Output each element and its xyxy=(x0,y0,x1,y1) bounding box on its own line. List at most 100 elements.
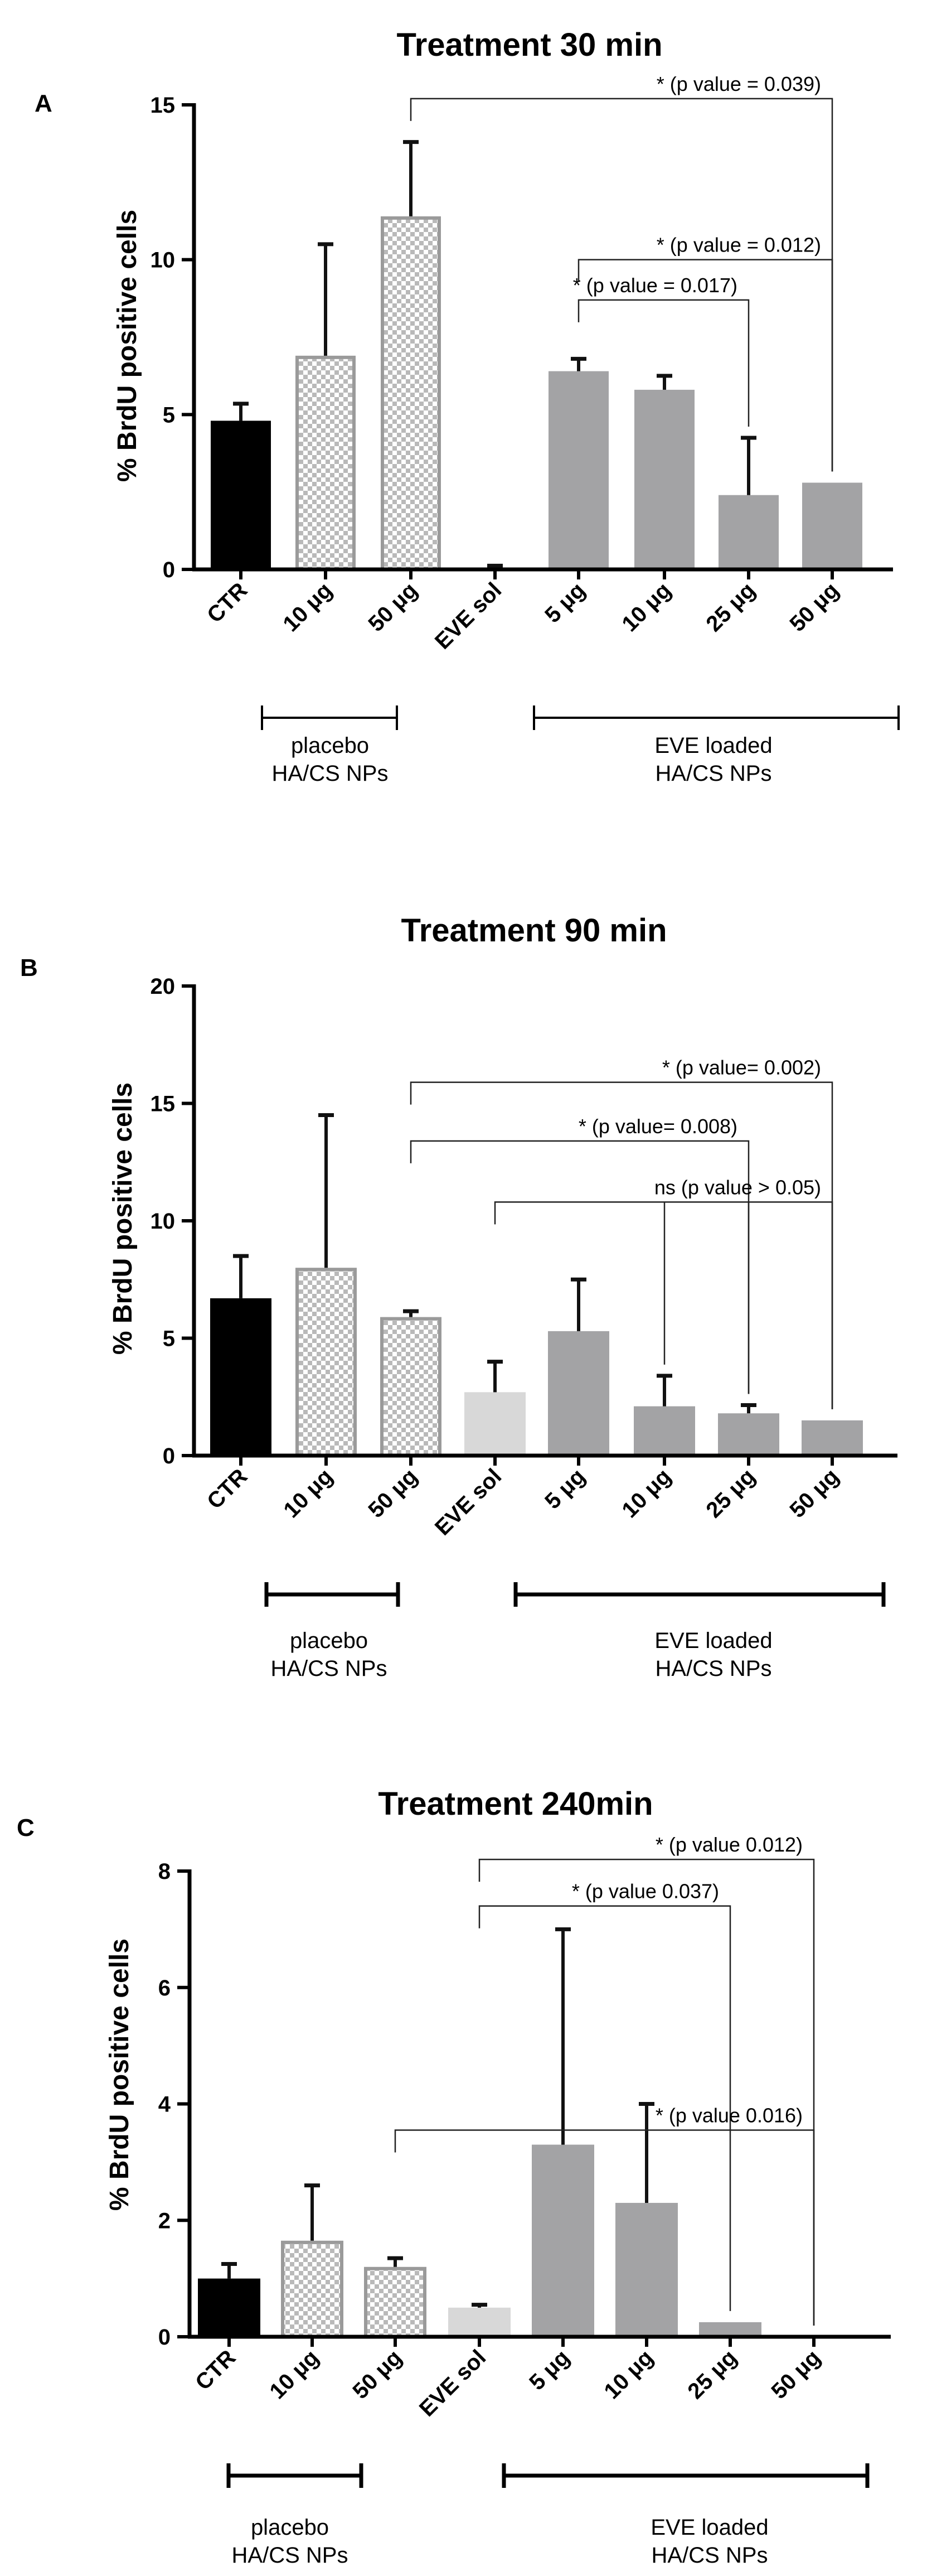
panel-a-plot: 0 5 10 15 CTR 10 μg 50 μg EVE sol 5 μg 10 μg 25 μg… xyxy=(151,73,900,786)
panel-c-bar-1 xyxy=(281,2240,343,2338)
panel-b-group-label-1-line-1: HA/CS NPs xyxy=(656,1656,772,1681)
panel-c-category-label-2: 50 μg xyxy=(348,2345,406,2404)
panel-c-bar-3 xyxy=(448,2307,511,2337)
panel-c-title: Treatment 240min xyxy=(378,1786,653,1822)
panel-c-bar-2 xyxy=(364,2266,426,2338)
panel-c-letter: C xyxy=(17,1814,35,1842)
panel-b: B Treatment 90 min % BrdU positive cells… xyxy=(20,912,897,1681)
panel-b-category-label-0: CTR xyxy=(202,1464,252,1514)
panel-c-y-tick-label-3: 6 xyxy=(158,1976,171,2000)
panel-b-category-label-5: 10 μg xyxy=(617,1464,676,1523)
panel-b-bar-5 xyxy=(634,1406,695,1456)
panel-a-group-label-1-line-0: EVE loaded xyxy=(654,733,772,758)
panel-a-bar-5 xyxy=(634,389,695,569)
panel-a-title: Treatment 30 min xyxy=(396,27,662,63)
panel-a-letter: A xyxy=(35,90,52,117)
panel-a-significance-label-0: * (p value = 0.039) xyxy=(657,73,821,95)
panel-c-bar-6 xyxy=(699,2322,761,2337)
panel-a-category-label-4: 5 μg xyxy=(540,578,590,627)
panel-c-category-label-4: 5 μg xyxy=(525,2345,574,2395)
panel-a-category-label-6: 25 μg xyxy=(701,578,760,636)
panel-b-category-label-3: EVE sol xyxy=(430,1464,506,1540)
panel-c-category-label-5: 10 μg xyxy=(599,2345,658,2404)
panel-c-bar-4 xyxy=(532,2144,594,2337)
panel-b-group-label-0-line-0: placebo xyxy=(290,1628,368,1653)
panel-c-category-label-1: 10 μg xyxy=(265,2345,323,2404)
panel-a-group-label-0-line-1: HA/CS NPs xyxy=(272,761,389,786)
panel-a-category-label-1: 10 μg xyxy=(278,578,337,636)
panel-a-bar-0 xyxy=(211,421,271,569)
panel-b-category-label-7: 50 μg xyxy=(785,1464,843,1523)
panel-a-bar-6 xyxy=(719,495,779,569)
panel-c-bar-0 xyxy=(198,2278,260,2337)
panel-a-y-axis-label: % BrdU positive cells xyxy=(113,210,142,482)
panel-a-category-label-3: EVE sol xyxy=(430,578,506,654)
panel-b-y-axis-label: % BrdU positive cells xyxy=(108,1082,138,1355)
panel-c-significance-label-2: * (p value 0.016) xyxy=(656,2104,803,2126)
panel-b-significance-label-1: * (p value= 0.008) xyxy=(579,1115,737,1138)
panel-b-bar-2 xyxy=(380,1317,441,1458)
panel-b-y-tick-label-1: 5 xyxy=(163,1327,175,1351)
panel-a-y-tick-label-1: 5 xyxy=(163,403,175,427)
panel-a-category-label-2: 50 μg xyxy=(363,578,422,636)
panel-a-significance-bracket-1 xyxy=(577,259,833,472)
panel-c-category-label-3: EVE sol xyxy=(415,2345,491,2421)
panel-c-y-tick-label-1: 2 xyxy=(158,2208,171,2233)
panel-b-bar-7 xyxy=(802,1420,863,1456)
panel-a-bar-4 xyxy=(549,371,609,569)
panel-b-bar-3 xyxy=(464,1392,526,1456)
panel-c-y-axis-label: % BrdU positive cells xyxy=(105,1939,134,2211)
panel-a-significance-bracket-2 xyxy=(577,299,750,427)
panel-c-significance-bracket-2 xyxy=(394,2129,815,2326)
panel-c-group-label-0-line-1: HA/CS NPs xyxy=(232,2543,348,2568)
panel-b-significance-label-0: * (p value= 0.002) xyxy=(662,1056,821,1079)
panel-a-group-label-0-line-0: placebo xyxy=(291,733,369,758)
panel-b-y-tick-label-3: 15 xyxy=(151,1092,176,1117)
panel-b-bar-6 xyxy=(718,1413,779,1456)
panel-c-significance-label-1: * (p value 0.037) xyxy=(572,1880,719,1903)
panel-c-category-label-7: 50 μg xyxy=(766,2345,825,2404)
panel-a-bar-1 xyxy=(295,355,356,571)
panel-a-y-tick-label-0: 0 xyxy=(163,558,175,582)
panel-c: C Treatment 240min % BrdU positive cells… xyxy=(17,1786,891,2568)
panel-a-y-tick-label-3: 15 xyxy=(151,93,176,118)
panel-a-significance-label-1: * (p value = 0.012) xyxy=(657,234,821,257)
panel-c-bar-5 xyxy=(615,2202,678,2337)
panel-c-significance-label-0: * (p value 0.012) xyxy=(656,1833,803,1856)
panel-a-bar-2 xyxy=(381,216,441,572)
panel-c-group-label-0-line-0: placebo xyxy=(251,2515,329,2540)
panel-b-bar-4 xyxy=(548,1331,609,1456)
panel-b-category-label-6: 25 μg xyxy=(701,1464,760,1523)
panel-b-significance-label-2: ns (p value > 0.05) xyxy=(654,1176,821,1198)
panel-b-letter: B xyxy=(20,954,38,982)
panel-b-significance-bracket-2 xyxy=(494,1201,833,1409)
panel-c-group-label-1-line-1: HA/CS NPs xyxy=(652,2543,768,2568)
panel-a-category-label-0: CTR xyxy=(202,578,252,627)
panel-b-bar-0 xyxy=(210,1298,271,1456)
panel-c-significance-bracket-1 xyxy=(478,1905,731,2311)
panel-b-y-tick-label-2: 10 xyxy=(151,1209,176,1234)
panel-b-group-label-1-line-0: EVE loaded xyxy=(654,1628,772,1653)
panel-a: A Treatment 30 min % BrdU positive cells… xyxy=(35,27,900,786)
panel-a-group-label-1-line-1: HA/CS NPs xyxy=(656,761,772,786)
panel-a-bar-7 xyxy=(802,482,862,569)
panel-c-category-label-6: 25 μg xyxy=(683,2345,741,2404)
panel-a-y-tick-label-2: 10 xyxy=(151,248,176,273)
panel-b-group-label-0-line-1: HA/CS NPs xyxy=(271,1656,387,1681)
panel-a-significance-label-2: * (p value = 0.017) xyxy=(573,274,737,297)
panel-c-y-tick-label-4: 8 xyxy=(158,1859,171,1884)
panel-b-category-label-1: 10 μg xyxy=(279,1464,337,1523)
panel-b-y-tick-label-0: 0 xyxy=(163,1444,175,1468)
panel-c-group-label-1-line-0: EVE loaded xyxy=(651,2515,768,2540)
panel-c-category-label-0: CTR xyxy=(191,2345,240,2395)
panel-c-y-tick-label-0: 0 xyxy=(158,2325,171,2350)
panel-c-y-tick-label-2: 4 xyxy=(158,2092,171,2117)
panel-a-category-label-5: 10 μg xyxy=(617,578,676,636)
panel-b-category-label-2: 50 μg xyxy=(363,1464,422,1523)
panel-b-y-tick-label-4: 20 xyxy=(151,974,176,999)
panel-b-bar-1 xyxy=(295,1268,357,1457)
panel-b-category-label-4: 5 μg xyxy=(540,1464,590,1514)
panel-b-title: Treatment 90 min xyxy=(401,912,667,949)
